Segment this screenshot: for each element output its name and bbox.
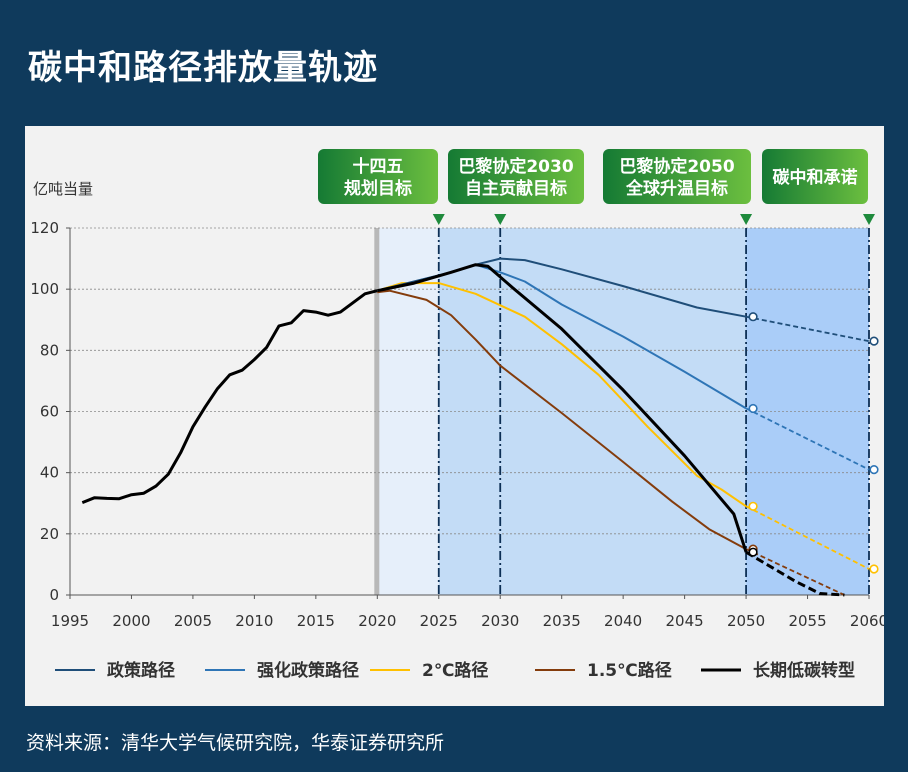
x-tick-label: 2020 xyxy=(358,612,396,630)
x-tick-label: 2045 xyxy=(666,612,704,630)
x-tick-label: 2030 xyxy=(481,612,519,630)
legend-label: 1.5℃路径 xyxy=(587,660,672,681)
y-tick-label: 20 xyxy=(40,525,59,543)
series-projection-policy xyxy=(745,315,870,343)
milestone-box-bg xyxy=(762,149,868,204)
x-tick-label: 2005 xyxy=(174,612,212,630)
milestone-box-bg xyxy=(448,149,584,204)
x-tick-label: 1995 xyxy=(51,612,89,630)
series-point xyxy=(869,564,879,574)
series-point xyxy=(748,312,758,322)
series-point xyxy=(869,465,879,475)
y-tick-label: 100 xyxy=(30,280,59,298)
series-line-one_five_c xyxy=(377,289,747,550)
series-projection-two_c xyxy=(745,505,870,570)
legend-item: 1.5℃路径 xyxy=(535,660,672,681)
legend-item: 长期低碳转型 xyxy=(701,660,855,681)
y-tick-label: 40 xyxy=(40,464,59,482)
page-title: 碳中和路径排放量轨迹 xyxy=(28,48,378,88)
period-band xyxy=(438,228,501,595)
x-tick-label: 2040 xyxy=(604,612,642,630)
y-tick-label: 80 xyxy=(40,341,59,359)
y-tick-label: 120 xyxy=(30,219,59,237)
series-point xyxy=(748,547,758,557)
base-year-bar xyxy=(374,228,380,595)
legend-label: 政策路径 xyxy=(107,660,175,681)
milestone-triangle xyxy=(494,214,507,225)
y-axis-label: 亿吨当量 xyxy=(33,180,93,198)
legend-label: 强化政策路径 xyxy=(257,660,359,681)
milestone-lines xyxy=(437,228,870,595)
milestone-triangle xyxy=(432,214,445,225)
series-point xyxy=(869,336,879,346)
history-line xyxy=(81,289,378,504)
legend-label: 2℃路径 xyxy=(422,660,488,681)
milestone-label-line2: 全球升温目标 xyxy=(625,178,728,199)
y-tick-label: 60 xyxy=(40,403,59,421)
series-projection-long_term xyxy=(745,550,845,597)
x-tick-label: 2060 xyxy=(850,612,884,630)
x-tick-label: 2015 xyxy=(297,612,335,630)
milestone-box: 碳中和承诺 xyxy=(762,149,875,225)
legend-label: 长期低碳转型 xyxy=(753,660,855,681)
chart-panel: 0 20 40 60 80 100 120 1995 2000 2005 2010 2015 2020 2… xyxy=(25,126,884,706)
milestone-label-line2: 规划目标 xyxy=(344,178,412,199)
milestone-label-line1: 巴黎协定2030 xyxy=(458,156,573,177)
series-point xyxy=(748,501,758,511)
x-tick-label: 2035 xyxy=(543,612,581,630)
legend: 政策路径 强化政策路径 2℃路径 1.5℃路径 长期低碳转型 xyxy=(55,660,855,681)
source-note: 资料来源：清华大学气候研究院，华泰证券研究所 xyxy=(26,732,445,754)
x-tick-label: 2050 xyxy=(727,612,765,630)
milestone-box-bg xyxy=(318,149,438,204)
y-tick-label: 0 xyxy=(49,586,59,604)
milestone-label-line2: 自主贡献目标 xyxy=(465,178,567,199)
milestone-label-line1: 碳中和承诺 xyxy=(773,167,858,188)
x-tick-label: 2010 xyxy=(235,612,273,630)
milestone-triangle xyxy=(740,214,753,225)
x-tick-label: 2055 xyxy=(788,612,826,630)
legend-item: 政策路径 xyxy=(55,660,175,681)
series-lines xyxy=(81,257,879,597)
milestone-triangle xyxy=(863,214,875,225)
series-point xyxy=(748,403,758,414)
milestone-label-line1: 巴黎协定2050 xyxy=(619,156,734,177)
series-line-long_term xyxy=(376,263,748,553)
x-tick-label: 2000 xyxy=(112,612,150,630)
series-projection-one_five_c xyxy=(745,548,845,596)
legend-item: 强化政策路径 xyxy=(205,660,359,681)
legend-item: 2℃路径 xyxy=(370,660,488,681)
milestone-label-line1: 十四五 xyxy=(353,156,404,177)
milestone-box-bg xyxy=(603,149,751,204)
x-tick-label: 2025 xyxy=(420,612,458,630)
series-projection-enhanced xyxy=(745,407,870,471)
